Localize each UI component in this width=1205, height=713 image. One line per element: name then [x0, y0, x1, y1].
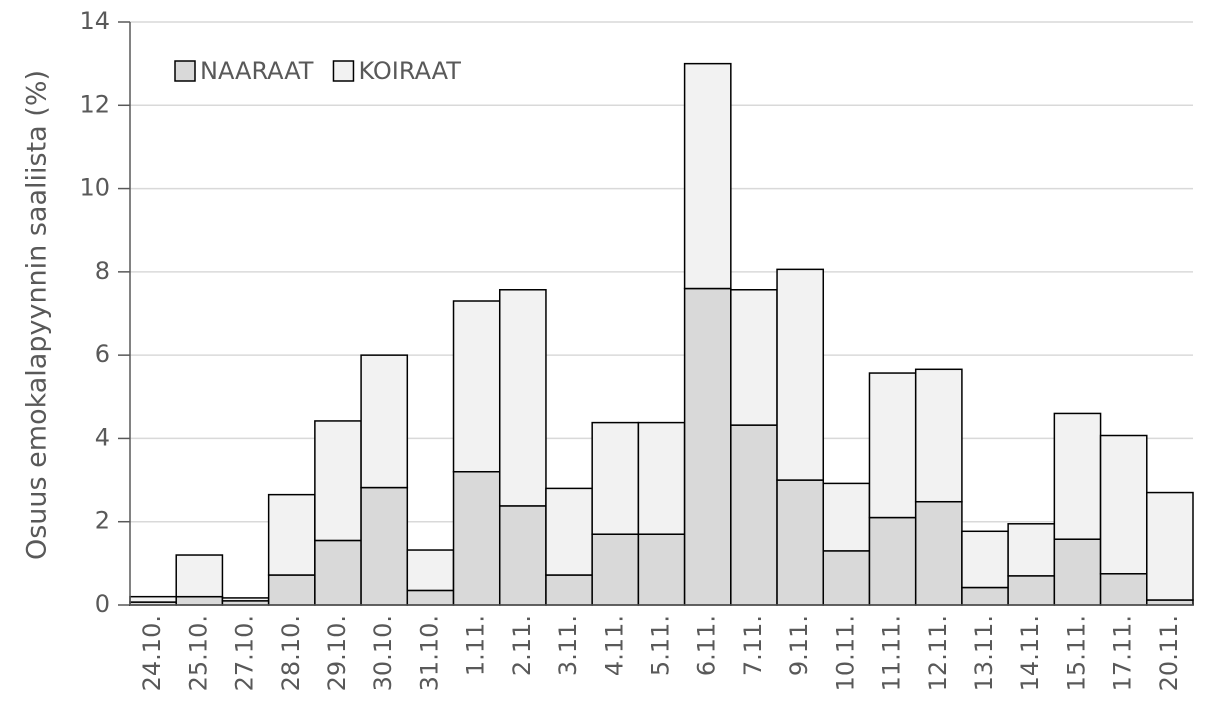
- x-tick-label: 31.10.: [415, 615, 443, 691]
- legend-swatch: [332, 60, 355, 82]
- x-tick-label: 6.11.: [693, 615, 721, 676]
- x-tick-label: 7.11.: [739, 615, 767, 676]
- bar-segment: [406, 589, 455, 606]
- bar-segment: [1053, 538, 1102, 606]
- bar-segment: [498, 289, 547, 507]
- x-tick-label: 4.11.: [600, 615, 628, 676]
- bar-segment: [637, 533, 686, 606]
- bar-segment: [914, 500, 963, 606]
- legend-label: KOIRAAT: [358, 57, 461, 85]
- x-tick-label: 13.11.: [970, 615, 998, 691]
- x-tick-label: 20.11.: [1155, 615, 1183, 691]
- y-tick-label: 10: [79, 174, 110, 202]
- bar-segment: [267, 574, 316, 606]
- bar-segment: [314, 539, 362, 606]
- x-tick-label: 9.11.: [785, 615, 813, 676]
- legend-label: NAARAAT: [200, 57, 314, 85]
- bar-segment: [822, 550, 871, 606]
- bar-segment: [776, 268, 825, 481]
- x-tick-label: 24.10.: [138, 615, 166, 691]
- bar-segment: [545, 574, 593, 606]
- bar-segment: [591, 533, 640, 606]
- bar-segment: [452, 300, 501, 473]
- bar-segment: [730, 424, 778, 606]
- y-axis-label: Osuus emokalapyynnin saaliista (%): [22, 70, 53, 560]
- bar-segment: [961, 530, 1009, 589]
- bar-segment: [360, 354, 409, 489]
- bar-segment: [314, 420, 362, 542]
- bar-segment: [498, 505, 547, 606]
- bar-segment: [1099, 434, 1148, 575]
- x-tick-label: 5.11.: [647, 615, 675, 676]
- bar-segment: [683, 62, 732, 290]
- bar-segment: [452, 470, 501, 606]
- bar-segment: [961, 586, 1009, 606]
- bar-segment: [591, 421, 640, 535]
- bar-segment: [175, 554, 224, 598]
- bar-segment: [822, 482, 871, 552]
- bar-segment: [545, 487, 593, 576]
- x-tick-label: 25.10.: [184, 615, 212, 691]
- y-tick-label: 4: [95, 423, 110, 451]
- x-tick-label: 2.11.: [508, 615, 536, 676]
- legend-swatch: [174, 60, 196, 82]
- bar-segment: [730, 289, 778, 426]
- y-tick-label: 12: [79, 90, 110, 118]
- bar-segment: [868, 372, 917, 519]
- x-tick-label: 29.10.: [323, 615, 351, 691]
- bar-segment: [267, 493, 316, 576]
- x-tick-label: 28.10.: [277, 615, 305, 691]
- bar-segment: [1007, 523, 1056, 577]
- y-tick-label: 6: [95, 340, 110, 368]
- x-tick-label: 1.11.: [462, 615, 490, 676]
- bar-segment: [776, 479, 825, 606]
- bar-segment: [360, 486, 409, 606]
- bar-segment: [221, 597, 270, 602]
- bar-segment: [1053, 412, 1102, 540]
- x-tick-label: 11.11.: [878, 615, 906, 691]
- x-tick-label: 14.11.: [1016, 615, 1044, 691]
- x-tick-label: 17.11.: [1109, 615, 1137, 691]
- bar-segment: [1099, 573, 1148, 606]
- bar-segment: [683, 287, 732, 606]
- bar-segment: [129, 595, 177, 603]
- x-tick-label: 30.10.: [369, 615, 397, 691]
- x-tick-label: 27.10.: [231, 615, 259, 691]
- x-tick-label: 10.11.: [831, 615, 859, 691]
- y-tick-label: 0: [95, 590, 110, 618]
- y-tick-label: 8: [95, 257, 110, 285]
- bar-segment: [175, 595, 224, 606]
- bar-segment: [637, 421, 686, 535]
- bar-segment: [1146, 491, 1194, 601]
- y-tick-label: 14: [79, 7, 110, 35]
- x-tick-label: 3.11.: [554, 615, 582, 676]
- bar-segment: [406, 549, 455, 592]
- bar-segment: [914, 368, 963, 503]
- x-tick-label: 15.11.: [1062, 615, 1090, 691]
- x-tick-label: 12.11.: [924, 615, 952, 691]
- bar-segment: [868, 516, 917, 606]
- bar-segment: [1007, 575, 1056, 606]
- y-tick-label: 2: [95, 507, 110, 535]
